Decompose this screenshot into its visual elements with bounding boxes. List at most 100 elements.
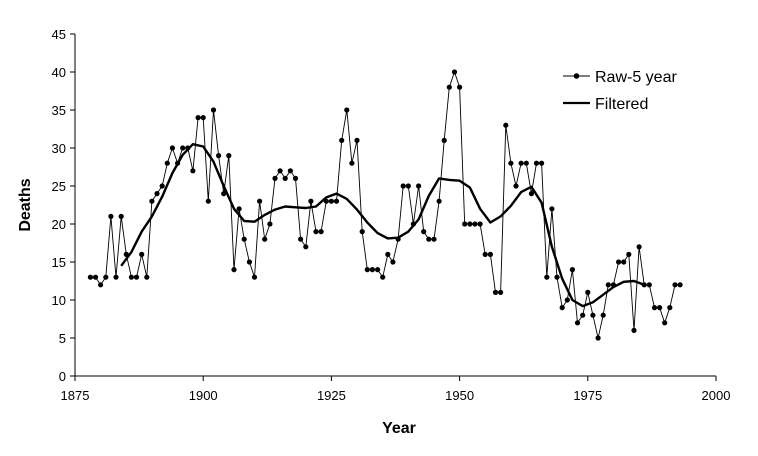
raw-data-point	[169, 145, 175, 151]
raw-data-point	[200, 115, 206, 121]
raw-data-point	[262, 236, 268, 242]
raw-data-point	[221, 191, 227, 197]
raw-data-point	[482, 251, 488, 257]
raw-data-point	[487, 251, 493, 257]
raw-data-point	[436, 198, 442, 204]
raw-data-point	[313, 229, 319, 235]
raw-data-point	[621, 259, 627, 265]
raw-data-point	[272, 175, 278, 181]
raw-data-point	[672, 282, 678, 288]
raw-series-line	[90, 71, 681, 339]
raw-data-point	[441, 137, 447, 143]
raw-data-point	[190, 168, 196, 174]
raw-data-point	[605, 282, 611, 288]
raw-data-point	[251, 274, 258, 280]
raw-data-point	[231, 267, 237, 273]
raw-data-point	[416, 183, 422, 189]
raw-data-point	[92, 274, 99, 280]
x-tick-label: 1950	[445, 388, 474, 403]
series-layer	[87, 69, 683, 341]
raw-data-point	[380, 274, 386, 280]
raw-data-point	[298, 236, 304, 242]
raw-data-point	[375, 267, 381, 273]
raw-data-point	[533, 160, 540, 166]
y-tick-label: 10	[52, 293, 66, 308]
raw-data-point	[390, 259, 396, 265]
raw-data-point	[651, 305, 658, 311]
legend-entry-filtered: Filtered	[563, 96, 648, 113]
raw-data-point	[282, 175, 288, 181]
raw-data-point	[451, 69, 458, 75]
raw-data-point	[133, 274, 140, 280]
raw-data-point	[662, 320, 668, 326]
raw-data-point	[462, 221, 468, 227]
raw-data-point	[128, 274, 134, 280]
raw-data-point	[241, 236, 247, 242]
raw-data-point	[108, 213, 114, 219]
legend-filtered-label: Filtered	[595, 96, 648, 113]
raw-data-point	[657, 305, 663, 311]
y-tick-label: 45	[52, 27, 66, 42]
y-tick-label: 25	[52, 179, 66, 194]
y-tick-label: 0	[59, 369, 66, 384]
raw-data-point	[646, 282, 652, 288]
raw-data-point	[574, 320, 581, 326]
raw-data-point	[585, 289, 591, 295]
raw-data-point	[328, 198, 334, 204]
raw-data-point	[590, 312, 596, 318]
x-tick-label: 1975	[573, 388, 602, 403]
raw-data-point	[236, 206, 242, 212]
x-axis-title: Year	[382, 420, 416, 437]
y-tick-label: 35	[52, 103, 66, 118]
x-axis-ticks: 1875 1900 1925 1950 1975 2000	[61, 376, 731, 403]
raw-data-point	[154, 191, 160, 197]
raw-data-point	[369, 267, 375, 273]
raw-data-point	[87, 274, 93, 280]
raw-data-point	[549, 206, 555, 212]
raw-data-point	[503, 122, 509, 128]
raw-data-point	[477, 221, 483, 227]
x-tick-label: 2000	[702, 388, 731, 403]
raw-data-point	[359, 229, 365, 235]
raw-data-point	[457, 84, 463, 90]
filtered-series-line	[120, 142, 645, 308]
raw-data-point	[118, 213, 124, 219]
raw-data-point	[210, 107, 217, 113]
raw-data-point	[216, 153, 222, 159]
raw-data-point	[287, 168, 293, 174]
raw-data-point	[257, 198, 263, 204]
raw-data-point	[149, 198, 155, 204]
raw-data-point	[539, 160, 545, 166]
raw-data-point	[405, 183, 411, 189]
raw-data-point	[677, 282, 683, 288]
y-axis-title: Deaths	[17, 178, 34, 231]
x-tick-label: 1900	[189, 388, 218, 403]
raw-data-point	[600, 312, 606, 318]
raw-data-point	[277, 168, 283, 174]
raw-data-point	[431, 236, 437, 242]
series-0	[87, 69, 683, 341]
raw-data-point	[267, 221, 273, 227]
raw-data-point	[528, 191, 535, 197]
raw-data-point	[180, 145, 186, 151]
y-tick-label: 40	[52, 65, 66, 80]
raw-data-point	[400, 183, 406, 189]
raw-data-point	[631, 327, 637, 333]
raw-data-point	[518, 160, 524, 166]
raw-data-point	[508, 160, 514, 166]
raw-data-point	[426, 236, 432, 242]
legend: Raw-5 year Filtered	[563, 69, 677, 113]
series-1	[120, 142, 645, 308]
raw-data-point	[492, 289, 499, 295]
raw-data-point	[564, 297, 570, 303]
y-tick-label: 5	[59, 331, 66, 346]
raw-data-point	[144, 274, 150, 280]
raw-data-point	[308, 198, 314, 204]
x-tick-label: 1925	[317, 388, 346, 403]
raw-data-point	[523, 160, 529, 166]
raw-data-point	[354, 137, 360, 143]
raw-data-point	[595, 335, 601, 341]
raw-data-point	[580, 312, 586, 318]
y-tick-label: 30	[52, 141, 66, 156]
raw-data-point	[364, 267, 370, 273]
